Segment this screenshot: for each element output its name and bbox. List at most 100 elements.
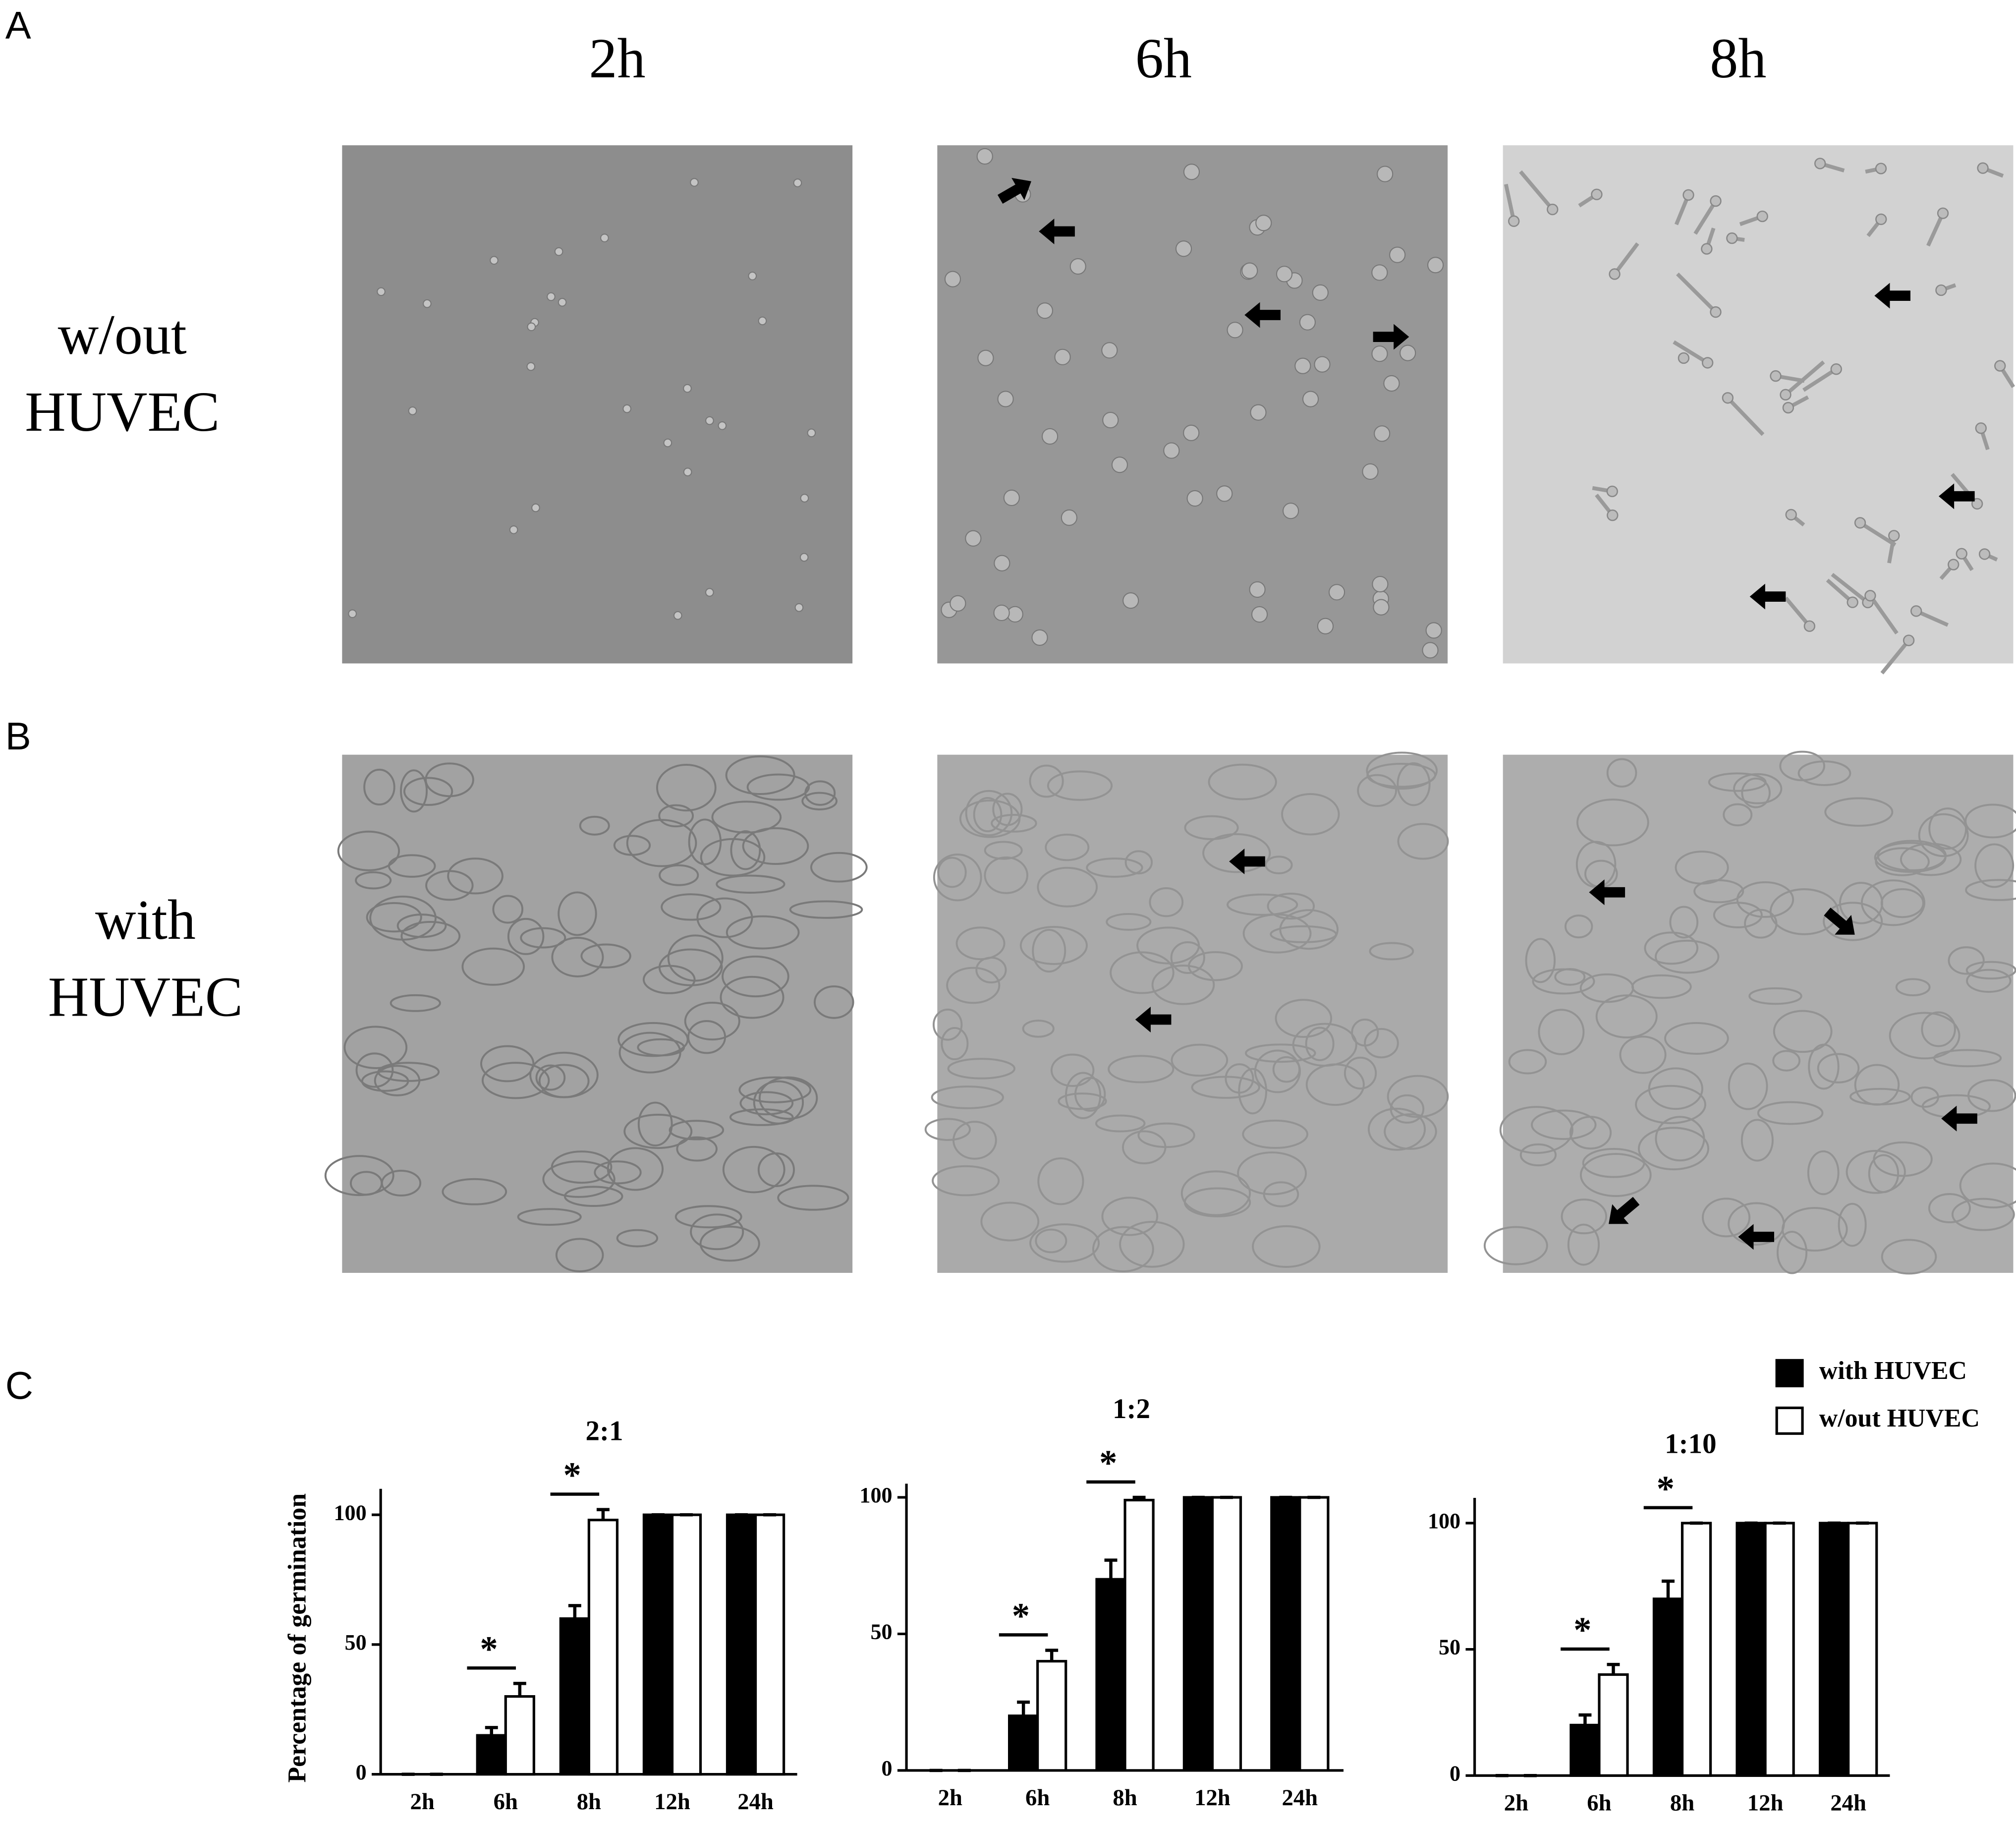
cell <box>1779 750 1825 782</box>
cell <box>447 857 504 895</box>
legend-label: with HUVEC <box>1819 1357 1967 1385</box>
conidium <box>1678 352 1690 364</box>
cell <box>1254 1049 1301 1093</box>
error-bar <box>1104 1558 1118 1580</box>
micrograph <box>937 754 1448 1273</box>
conidium <box>1710 306 1722 318</box>
hypha <box>1831 572 1869 604</box>
cell <box>579 815 610 836</box>
cell <box>1237 1151 1307 1196</box>
arrow <box>1738 1224 1774 1250</box>
legend-swatch <box>1775 1359 1804 1387</box>
bar <box>504 1695 535 1776</box>
conidium <box>1770 370 1782 382</box>
conidium <box>1371 264 1388 281</box>
cell <box>758 1076 818 1120</box>
cell <box>363 768 395 806</box>
conidium <box>1054 348 1071 365</box>
bar <box>1680 1522 1712 1777</box>
conidium <box>1978 548 1991 560</box>
bar <box>1652 1598 1684 1777</box>
cell <box>746 773 810 801</box>
x-tick-label: 8h <box>577 1789 601 1815</box>
arrow <box>1229 849 1265 874</box>
conidium <box>1606 485 1618 498</box>
hypha <box>1868 594 1899 635</box>
conidium <box>1294 357 1311 374</box>
cell <box>810 852 868 883</box>
conidium <box>977 349 994 366</box>
error-bar <box>1662 1579 1675 1599</box>
conidium <box>690 178 699 187</box>
conidium <box>554 247 563 256</box>
cell <box>984 856 1028 894</box>
cell <box>1045 833 1090 861</box>
y-tick-label: 0 <box>356 1760 367 1784</box>
conidium <box>748 271 757 281</box>
cell <box>1964 803 2016 839</box>
hypha <box>1926 212 1945 247</box>
cell <box>1047 770 1113 801</box>
error-bar <box>1045 1649 1059 1661</box>
cell <box>1151 965 1215 1005</box>
cell <box>1227 893 1298 916</box>
cell <box>1838 1202 1867 1247</box>
conidium <box>526 362 536 371</box>
chart-title: 1:2 <box>1113 1393 1150 1425</box>
cell <box>1170 941 1205 974</box>
cell <box>1757 1101 1824 1125</box>
micrograph <box>342 145 853 664</box>
conidium <box>527 322 536 332</box>
cell <box>658 804 694 828</box>
conidium <box>1547 203 1559 216</box>
cell <box>1807 1150 1840 1196</box>
conidium <box>1163 442 1180 459</box>
cell <box>1773 1010 1833 1053</box>
hypha <box>1880 639 1910 675</box>
conidium <box>1422 642 1439 659</box>
cell <box>722 955 789 998</box>
conidium <box>1227 322 1243 339</box>
conidium <box>547 292 556 301</box>
cell <box>1959 1162 2016 1209</box>
cell <box>1180 1170 1251 1216</box>
cell <box>1208 763 1277 800</box>
cell <box>616 1229 659 1248</box>
conidium <box>1977 162 1989 174</box>
y-tick-label: 50 <box>345 1630 367 1655</box>
x-tick-label: 24h <box>737 1789 774 1815</box>
hypha <box>1673 340 1709 365</box>
cell <box>716 874 785 894</box>
cell <box>789 900 863 919</box>
hypha <box>1784 360 1825 397</box>
column-header: 6h <box>1135 27 1192 90</box>
cell <box>1344 1056 1377 1090</box>
conidium <box>1803 620 1816 632</box>
conidium <box>1722 392 1734 404</box>
hypha <box>1784 596 1811 628</box>
cell <box>722 1145 785 1194</box>
cell <box>400 920 461 952</box>
significance-label: * <box>480 1629 498 1669</box>
conidium <box>758 316 767 326</box>
cell <box>991 814 1037 833</box>
cell <box>492 895 524 924</box>
cell <box>517 1208 582 1226</box>
bar <box>1736 1522 1767 1777</box>
bar <box>1211 1496 1242 1772</box>
cell <box>355 871 392 890</box>
error-bar <box>485 1726 498 1736</box>
arrow <box>1824 908 1855 935</box>
cell <box>1733 773 1783 804</box>
conidium <box>1780 389 1792 401</box>
conidium <box>800 494 809 503</box>
cell <box>1648 1067 1703 1110</box>
conidium <box>993 604 1010 622</box>
cell <box>1032 929 1066 973</box>
bar <box>559 1617 590 1776</box>
arrow <box>1941 1105 1977 1132</box>
cell <box>1519 1143 1557 1167</box>
conidium <box>1251 606 1268 623</box>
cell <box>777 1185 849 1211</box>
